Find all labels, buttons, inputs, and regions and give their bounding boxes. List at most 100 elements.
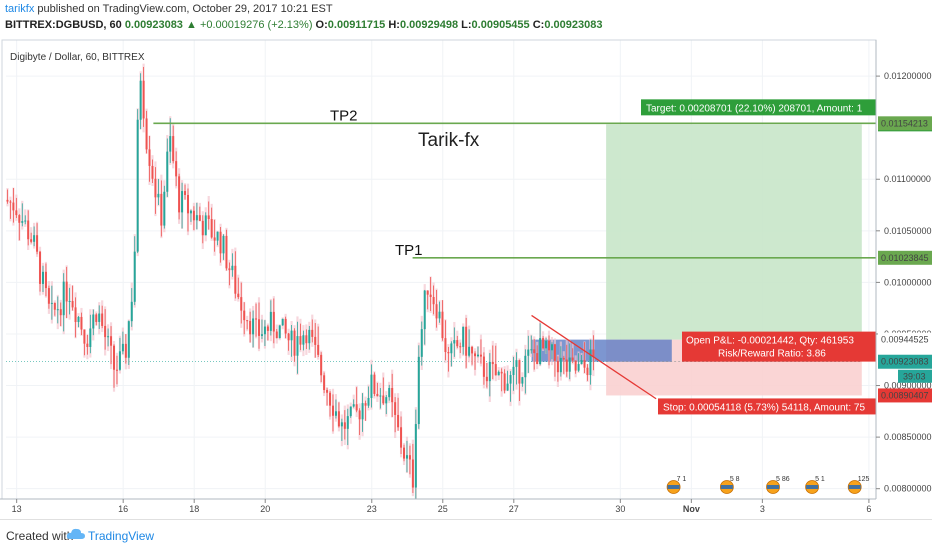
event-count: 5 1 <box>815 476 825 483</box>
publish-info: published on TradingView.com, October 29… <box>37 3 333 15</box>
candle-down <box>198 215 201 221</box>
candle-down <box>337 411 340 427</box>
candle-down <box>160 193 163 226</box>
candle-up <box>438 311 441 319</box>
candle-down <box>272 311 275 332</box>
candle-down <box>471 346 474 354</box>
candle-up <box>352 404 355 407</box>
candle-up <box>278 325 281 339</box>
watermark-text: Tarik-fx <box>418 130 480 151</box>
candle-down <box>219 231 222 254</box>
annotations: Digibyte / Dollar, 60, BITTREX Tarik-fx Ta… <box>10 52 876 415</box>
stop-tag-label: 0.00890407 <box>881 390 929 400</box>
candle-down <box>355 404 358 411</box>
price-change: ▲ +0.00019276 (+2.13%) <box>186 19 313 31</box>
stop-box <box>658 398 876 415</box>
candle-up <box>385 397 388 404</box>
candle-down <box>474 353 477 357</box>
candle-up <box>527 349 530 356</box>
flag-stripe <box>767 485 780 489</box>
candle-up <box>269 311 272 331</box>
ohlc-line: BITTREX:DGBUSD, 60 0.00923083 ▲ +0.00019… <box>5 19 602 31</box>
candle-down <box>574 360 577 371</box>
y-tick-label: 0.01050000 <box>884 226 932 236</box>
candle-down <box>586 367 589 376</box>
candle-up <box>181 191 184 213</box>
close-label: C: <box>532 19 545 31</box>
candle-up <box>77 316 80 323</box>
price-axis[interactable]: 0.01200000 0.01100000 0.01050000 0.01000000… <box>875 40 932 499</box>
candle-down <box>148 149 151 166</box>
time-axis-background <box>0 499 932 519</box>
candle-down <box>562 357 565 360</box>
candle-up <box>92 314 95 329</box>
x-tick-label: 18 <box>189 504 199 514</box>
candle-down <box>548 340 551 351</box>
candle-up <box>515 360 518 367</box>
y-tick-label: 0.01100000 <box>884 174 931 184</box>
candle-down <box>397 414 400 428</box>
low-value: 0.00905455 <box>471 19 530 31</box>
candle-down <box>83 329 86 344</box>
x-tick-label: 16 <box>118 504 128 514</box>
candle-down <box>518 360 521 384</box>
pnl-box <box>682 331 876 362</box>
candle-down <box>326 390 329 393</box>
price-chart[interactable]: TP2 TP1 Digibyte / Dollar, 60, BITTREX Tar… <box>0 38 932 519</box>
author-link[interactable]: tarikfx <box>5 3 35 15</box>
open-label: O: <box>315 19 328 31</box>
candle-up <box>216 231 219 241</box>
candle-down <box>373 374 376 394</box>
candle-down <box>491 361 494 365</box>
candle-down <box>255 318 258 320</box>
candle-down <box>15 210 18 216</box>
entry-tag-label: 0.00944525 <box>881 335 929 345</box>
y-tick-label: 0.00900000 <box>884 381 932 391</box>
x-tick-label: 6 <box>866 504 871 514</box>
candle-down <box>30 239 33 242</box>
candle-down <box>293 330 296 356</box>
candle-down <box>18 215 21 223</box>
candle-down <box>175 161 178 177</box>
event-markers[interactable]: 7 1 5 8 5 86 5 1 125 <box>666 476 869 494</box>
candle-down <box>329 392 332 406</box>
candle-down <box>571 357 574 361</box>
candle-up <box>539 338 542 365</box>
candle-down <box>317 344 320 355</box>
candle-down <box>441 311 444 339</box>
candle-down <box>12 202 15 211</box>
tradingview-brand[interactable]: TradingView <box>88 529 155 543</box>
candle-up <box>121 343 124 352</box>
candle-down <box>465 326 468 356</box>
candle-down <box>500 371 503 374</box>
candle-down <box>485 376 488 382</box>
candle-up <box>589 349 592 376</box>
candle-down <box>59 309 62 316</box>
candle-up <box>340 422 343 427</box>
candle-down <box>583 360 586 368</box>
level-lines[interactable]: TP2 TP1 <box>153 107 876 259</box>
candle-down <box>258 319 261 336</box>
last-price: 0.00923083 <box>124 19 183 31</box>
candle-up <box>453 340 456 344</box>
flag-stripe <box>720 485 733 489</box>
candle-up <box>260 334 263 336</box>
candle-down <box>249 320 252 335</box>
tradingview-cloud-icon <box>66 528 85 539</box>
x-tick-label: 20 <box>260 504 270 514</box>
candle-up <box>468 346 471 356</box>
candle-up <box>166 151 169 192</box>
candle-up <box>417 356 420 425</box>
grid <box>1 39 877 500</box>
candle-down <box>323 375 326 391</box>
candle-down <box>154 178 157 198</box>
candle-up <box>308 329 311 344</box>
candle-up <box>462 326 465 347</box>
candle-up <box>41 271 44 284</box>
candle-down <box>565 359 568 372</box>
candle-up <box>559 357 562 373</box>
candle-down <box>494 364 497 376</box>
time-axis[interactable]: 13 16 18 20 23 25 27 30 Nov 3 6 <box>0 498 932 519</box>
close-value: 0.00923083 <box>544 19 603 31</box>
candle-down <box>456 340 459 347</box>
